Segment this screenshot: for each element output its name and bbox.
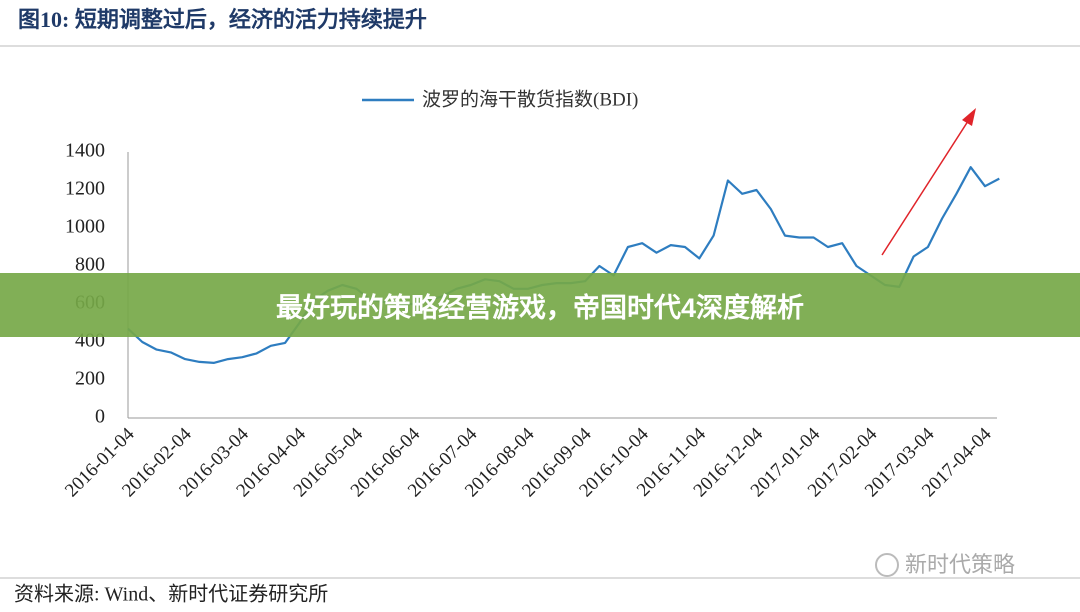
y-tick-label: 0 [95,406,105,428]
trend-arrow [881,117,971,256]
y-tick-label: 1400 [65,140,105,162]
watermark-icon [875,553,899,577]
chart-title: 图10: 短期调整过后，经济的活力持续提升 [18,7,427,32]
y-tick-label: 1000 [65,216,105,238]
watermark: 新时代策略 [905,552,1015,577]
y-tick-label: 1200 [65,178,105,200]
y-tick-label: 200 [75,368,105,390]
y-tick-label: 800 [75,254,105,276]
banner: 最好玩的策略经营游戏，帝国时代4深度解析 [0,273,1080,337]
legend-label: 波罗的海干散货指数(BDI) [422,88,638,110]
source: 资料来源: Wind、新时代证券研究所 [14,583,328,606]
trend-arrow-head [962,108,976,126]
